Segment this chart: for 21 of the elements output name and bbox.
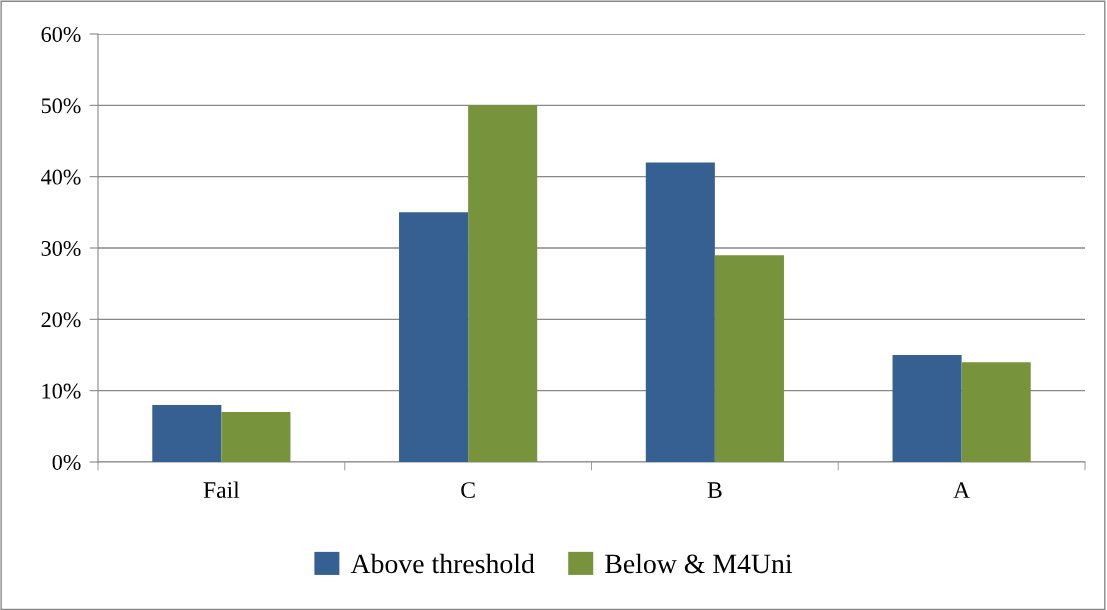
x-tick-label: B	[707, 482, 722, 498]
legend-label: Below & M4Uni	[605, 553, 793, 574]
y-tick-label: 10%	[42, 383, 81, 399]
y-tick-label: 20%	[41, 312, 81, 328]
bar	[645, 162, 715, 462]
x-tick-label: Fail	[203, 481, 240, 499]
x-tick-label: C	[461, 482, 475, 499]
y-tick-label: 40%	[41, 169, 81, 185]
y-tick-label: 60%	[41, 26, 81, 42]
y-tick-label: 50%	[41, 98, 81, 114]
bar	[468, 105, 538, 462]
bar	[399, 212, 469, 462]
x-tick-label: A	[953, 482, 970, 498]
bar	[961, 362, 1031, 462]
y-tick-label: 0%	[52, 454, 81, 470]
bar	[152, 404, 222, 462]
legend-label: Above threshold	[350, 553, 535, 574]
bar	[892, 355, 962, 462]
y-tick-label: 30%	[41, 240, 81, 256]
bar	[221, 412, 291, 462]
bar	[714, 255, 784, 462]
